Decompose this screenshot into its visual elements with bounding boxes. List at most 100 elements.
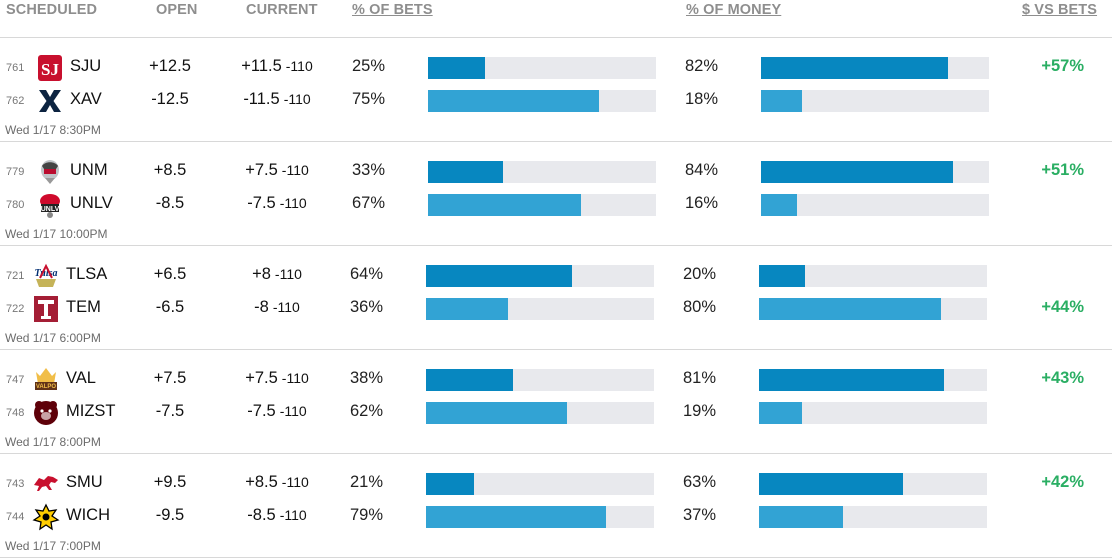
bets-bar <box>426 506 654 528</box>
current-line: -7.5 -110 <box>222 402 332 421</box>
team-abbreviation[interactable]: TEM <box>66 298 101 316</box>
bets-bar <box>426 265 654 287</box>
team-row[interactable]: 779 UNM +8.5 +7.5 -110 33% 84% +51% <box>0 156 1112 188</box>
team-row[interactable]: 744 WICH -9.5 -8.5 -110 79% 37% <box>0 501 1112 533</box>
open-line: -6.5 <box>155 298 185 316</box>
current-line: -7.5 -110 <box>222 194 332 213</box>
team-logo-icon: Tulsa <box>32 262 60 290</box>
current-spread: +7.5 <box>245 369 278 387</box>
team-abbreviation[interactable]: MIZST <box>66 402 116 420</box>
team-abbreviation[interactable]: SMU <box>66 473 103 491</box>
rotation-number: 780 <box>6 199 25 211</box>
bets-percent: 67% <box>352 194 386 212</box>
current-juice: -110 <box>272 299 300 315</box>
open-line: -8.5 <box>155 194 185 212</box>
money-percent: 16% <box>685 194 719 212</box>
team-row[interactable]: 748 MIZST -7.5 -7.5 -110 62% 19% <box>0 397 1112 429</box>
game-time: Wed 1/17 8:00PM <box>5 435 101 449</box>
rotation-number: 722 <box>6 303 25 315</box>
team-abbreviation[interactable]: TLSA <box>66 265 108 283</box>
current-juice: -110 <box>285 58 313 74</box>
money-bar-fill <box>759 473 903 495</box>
team-logo-icon <box>32 470 60 498</box>
team-abbreviation[interactable]: UNM <box>70 161 108 179</box>
money-percent: 18% <box>685 90 719 108</box>
bets-percent: 25% <box>352 57 386 75</box>
header-current[interactable]: CURRENT <box>246 2 318 18</box>
money-vs-bets-diff: +57% <box>1041 57 1084 75</box>
bets-bar-fill <box>426 473 474 495</box>
money-bar <box>759 265 987 287</box>
open-line: -9.5 <box>155 506 185 524</box>
rotation-number: 779 <box>6 166 25 178</box>
team-row[interactable]: 722 TEM -6.5 -8 -110 36% 80% +44% <box>0 293 1112 325</box>
team-abbreviation[interactable]: WICH <box>66 506 110 524</box>
game-time: Wed 1/17 6:00PM <box>5 331 101 345</box>
rotation-number: 748 <box>6 407 25 419</box>
money-percent: 82% <box>685 57 719 75</box>
money-vs-bets-diff: +44% <box>1041 298 1084 316</box>
rotation-number: 762 <box>6 95 25 107</box>
open-line: -12.5 <box>151 90 189 108</box>
open-line: +6.5 <box>153 265 187 283</box>
game-time: Wed 1/17 10:00PM <box>5 227 108 241</box>
team-logo-icon <box>36 87 64 115</box>
game-row: 747 VALPO VAL +7.5 +7.5 -110 38% 81% +43%… <box>0 350 1112 454</box>
bets-percent: 33% <box>352 161 386 179</box>
team-row[interactable]: 747 VALPO VAL +7.5 +7.5 -110 38% 81% +43% <box>0 364 1112 396</box>
team-logo-icon: SJ <box>36 54 64 82</box>
games-list: 761 SJ SJU +12.5 +11.5 -110 25% 82% +57% … <box>0 38 1112 558</box>
current-juice: -110 <box>279 195 307 211</box>
bets-bar-fill <box>426 369 513 391</box>
svg-text:VALPO: VALPO <box>36 384 57 390</box>
money-bar <box>761 194 989 216</box>
money-bar <box>759 369 987 391</box>
team-row[interactable]: 780 UNLV UNLV -8.5 -7.5 -110 67% 16% <box>0 189 1112 221</box>
team-row[interactable]: 761 SJ SJU +12.5 +11.5 -110 25% 82% +57% <box>0 52 1112 84</box>
money-bar-fill <box>761 194 798 216</box>
team-abbreviation[interactable]: SJU <box>70 57 102 75</box>
money-bar-fill <box>761 161 953 183</box>
current-line: -11.5 -110 <box>222 90 332 109</box>
bets-bar <box>426 369 654 391</box>
team-abbreviation[interactable]: UNLV <box>70 194 113 212</box>
team-abbreviation[interactable]: VAL <box>66 369 96 387</box>
money-percent: 37% <box>683 506 717 524</box>
current-line: +7.5 -110 <box>222 369 332 388</box>
svg-text:UNLV: UNLV <box>41 206 60 213</box>
current-juice: -110 <box>283 91 311 107</box>
money-bar <box>761 57 989 79</box>
current-spread: +11.5 <box>241 57 282 75</box>
svg-text:Tulsa: Tulsa <box>35 268 58 279</box>
rotation-number: 747 <box>6 374 25 386</box>
money-percent: 20% <box>683 265 717 283</box>
money-bar-fill <box>759 298 942 320</box>
current-juice: -110 <box>281 162 309 178</box>
money-bar <box>759 402 987 424</box>
header-open[interactable]: OPEN <box>156 2 198 18</box>
header-pct-of-money[interactable]: % OF MONEY <box>686 2 782 18</box>
bets-bar <box>426 298 654 320</box>
current-spread: -11.5 <box>243 90 280 108</box>
current-line: -8.5 -110 <box>222 506 332 525</box>
header-money-vs-bets[interactable]: $ VS BETS <box>1022 2 1098 18</box>
header-pct-of-bets[interactable]: % OF BETS <box>352 2 433 18</box>
team-abbreviation[interactable]: XAV <box>70 90 102 108</box>
current-line: +8 -110 <box>222 265 332 284</box>
bets-bar-fill <box>428 194 581 216</box>
game-time: Wed 1/17 8:30PM <box>5 123 101 137</box>
team-row[interactable]: 762 XAV -12.5 -11.5 -110 75% 18% <box>0 85 1112 117</box>
svg-text:SJ: SJ <box>41 60 59 79</box>
team-row[interactable]: 721 Tulsa TLSA +6.5 +8 -110 64% 20% <box>0 260 1112 292</box>
team-logo-icon <box>32 295 60 323</box>
current-juice: -110 <box>274 266 302 282</box>
bets-bar-fill <box>428 57 485 79</box>
game-row: 761 SJ SJU +12.5 +11.5 -110 25% 82% +57% … <box>0 38 1112 142</box>
bets-bar <box>428 194 656 216</box>
money-bar-fill <box>759 265 805 287</box>
header-scheduled[interactable]: SCHEDULED <box>6 2 98 18</box>
game-time: Wed 1/17 7:00PM <box>5 539 101 553</box>
open-line: -7.5 <box>155 402 185 420</box>
money-percent: 80% <box>683 298 717 316</box>
team-row[interactable]: 743 SMU +9.5 +8.5 -110 21% 63% +42% <box>0 468 1112 500</box>
